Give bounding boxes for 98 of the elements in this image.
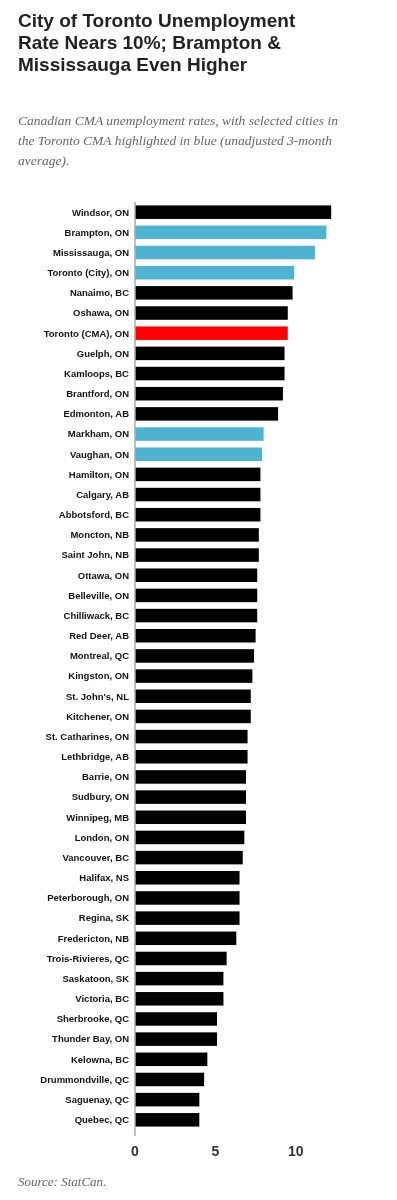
bar [135,588,258,603]
y-tick-label: Kelowna, BC [70,1053,130,1065]
bar [135,1072,205,1087]
bar [135,467,261,482]
y-tick-label: Barrie, ON [82,771,130,783]
bar [135,205,332,219]
bar [135,1032,218,1046]
bar [135,608,258,623]
bar [135,951,227,966]
bar [135,528,259,542]
y-tick-label: Drummondville, QC [40,1073,130,1085]
y-tick-label: Sudbury, ON [71,791,130,803]
bar [135,386,283,401]
bar [135,871,240,885]
x-tick-label: 5 [211,1143,220,1159]
bar [135,992,224,1006]
bar [135,1052,208,1067]
bar [135,487,261,502]
chart-subtitle: Canadian CMA unemployment rates, with selected cities in the Toronto CMA highlighted in blue (unadjusted 3-month average). [18,113,339,168]
y-tick-label: Kitchener, ON [66,710,130,722]
bar [135,286,293,300]
y-tick-label: Trois-Rivieres, QC [46,952,130,964]
y-tick-label: Kamloops, BC [64,367,130,379]
bar [135,366,285,381]
y-tick-label: Winnipeg, MB [66,811,130,823]
y-tick-label: Kingston, ON [68,670,130,682]
y-tick-label: Halifax, NS [79,872,129,884]
y-tick-label: Vaughan, ON [69,448,130,460]
y-tick-label: Montreal, QC [69,650,130,662]
bar [135,326,288,340]
y-tick-label: Lethbridge, AB [61,751,130,763]
bar [135,427,264,441]
bar [135,830,245,845]
y-tick-label: St. John's, NL [66,690,130,702]
y-tick-label: Mississauga, ON [52,246,130,258]
bar [135,407,279,421]
y-tick-label: Sherbrooke, QC [56,1013,130,1025]
bar [135,548,259,562]
bar [135,971,224,986]
y-tick-label: Moncton, NB [70,529,130,541]
y-tick-label: Hamilton, ON [68,468,130,480]
bar [135,850,243,865]
y-tick-label: Chilliwack, BC [63,609,130,621]
bar [135,810,246,825]
bar [135,447,263,461]
bar [135,931,237,946]
y-tick-label: Nanaimo, BC [69,287,130,299]
y-tick-label: Thunder Bay, ON [52,1033,130,1045]
y-tick-label: Oshawa, ON [73,307,130,319]
bar [135,649,254,663]
y-tick-label: Markham, ON [67,428,130,440]
y-tick-label: Brantford, ON [66,388,130,400]
y-tick-label: Brampton, ON [64,226,130,238]
y-tick-label: Peterborough, ON [47,892,130,904]
y-tick-label: Regina, SK [78,912,130,924]
x-tick-label: 0 [131,1143,140,1159]
y-tick-label: St. Catharines, ON [45,730,130,742]
bar [135,1113,200,1127]
bar [135,750,248,764]
bar [135,1012,218,1026]
bar [135,689,251,704]
bar [135,790,246,804]
bar [135,891,240,905]
bar [135,265,295,280]
x-tick-label: 10 [288,1143,304,1159]
y-tick-label: Vancouver, BC [62,851,130,863]
y-tick-label: Saint John, NB [61,549,130,561]
y-tick-label: Edmonton, AB [63,408,130,420]
y-tick-label: Saskatoon, SK [62,972,130,984]
y-tick-label: Calgary, AB [76,488,130,500]
y-tick-label: Quebec, QC [74,1114,130,1126]
bar [135,911,240,925]
chart-title: City of Toronto Unemployment Rate Nears 10%; Brampton & Mississauga Even Higher [18,10,296,75]
bar [135,729,248,744]
source-note: Source: StatCan. [18,1174,107,1189]
y-tick-label: Toronto (CMA), ON [43,327,130,339]
bar [135,507,261,522]
bar [135,709,251,724]
bar [135,225,327,240]
bar [135,346,285,361]
y-tick-label: Victoria, BC [75,993,130,1005]
bar [135,770,246,784]
bar [135,669,253,683]
bar [135,245,316,260]
y-tick-label: Belleville, ON [68,589,130,601]
bar [135,568,258,582]
y-tick-label: London, ON [74,831,130,843]
y-tick-label: Fredericton, NB [57,932,130,944]
bar [135,306,288,320]
y-tick-label: Red Deer, AB [69,630,130,642]
y-tick-label: Abbotsford, BC [58,509,130,521]
bar [135,628,256,643]
y-tick-label: Windsor, ON [72,206,130,218]
bar [135,1092,200,1107]
y-tick-label: Toronto (City), ON [47,267,130,279]
y-tick-label: Ottawa, ON [77,569,130,581]
y-tick-label: Saguenay, QC [65,1093,130,1105]
y-tick-label: Guelph, ON [76,347,130,359]
